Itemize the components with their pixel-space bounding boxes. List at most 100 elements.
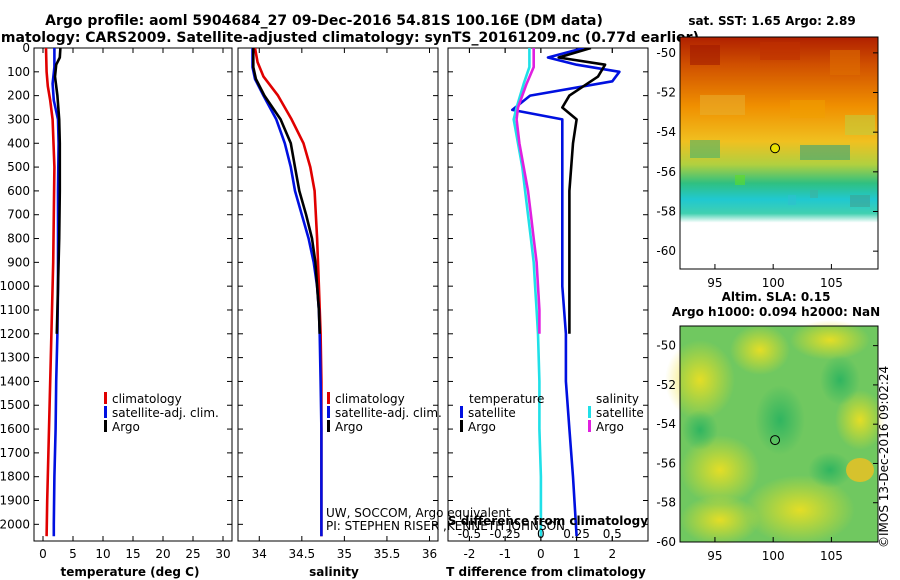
legend-temperature-heading: temperature [469,392,544,406]
map-lat-label: -60 [656,244,676,258]
salinity-legend: climatology satellite-adj. clim. Argo [327,392,442,434]
depth-tick-label: 1900 [0,494,30,508]
series-argo [252,48,321,334]
title-line-2: Climatology: CARS2009. Satellite-adjuste… [0,30,699,46]
pi-note-line-2: PI: STEPHEN RISER ,KENNETH JOHNSON [326,519,565,533]
x-tick-label: -1 [499,547,511,561]
difference-series [510,48,621,537]
depth-tick-label: 1100 [0,303,30,317]
legend-swatch-satellite [104,406,107,418]
salinity-x-axis: 34 34.5 35 35.5 36 [252,48,437,561]
legend-t-argo: Argo [468,420,496,434]
map-lat-label: -58 [656,496,676,510]
depth-tick-label: 200 [7,89,30,103]
map-lon-label: 100 [762,549,785,563]
depth-tick-label: 1600 [0,422,30,436]
legend-swatch-s-satellite [588,406,591,418]
depth-tick-label: 500 [7,160,30,174]
depth-tick-label: 300 [7,112,30,126]
series-temperature-argo [557,48,607,334]
map-lat-label: -60 [656,535,676,549]
x-tick-label: 0 [39,547,47,561]
depth-tick-label: 1000 [0,279,30,293]
map-lon-label: 95 [707,276,722,290]
difference-plot-frame [447,47,649,542]
temperature-axis-label: temperature (deg C) [61,565,200,579]
legend-s-argo: Argo [596,420,624,434]
depth-tick-label: 1400 [0,374,30,388]
depth-tick-label: 1800 [0,470,30,484]
map-lon-label: 95 [707,549,722,563]
depth-tick-label: 700 [7,208,30,222]
legend-climatology: climatology [335,392,405,406]
legend-argo: Argo [112,420,140,434]
legend-argo: Argo [335,420,363,434]
depth-tick-label: 1700 [0,446,30,460]
depth-tick-label: 1500 [0,398,30,412]
x-tick-label: 2 [608,547,616,561]
salinity-series [251,48,323,537]
salinity-plot-frame [237,47,439,542]
depth-tick-label: 600 [7,184,30,198]
sst-map-axes: 95 100 105 -50 -52 -54 -56 -58 -60 [656,46,878,290]
map-lon-label: 105 [820,276,843,290]
map-lat-label: -50 [656,46,676,60]
x-tick-label: 15 [125,547,140,561]
temperature-legend: climatology satellite-adj. clim. Argo [104,392,219,434]
sla-map: 95 100 105 -50 -52 -54 -56 -58 -60 [656,320,885,563]
depth-tick-label: 1200 [0,327,30,341]
temperature-plot-frame [33,47,233,542]
t-difference-axis-label: T difference from climatology [446,565,646,579]
x-tick-label: 20 [155,547,170,561]
depth-tick-label: 1300 [0,351,30,365]
sla-map-title-1: Altim. SLA: 0.15 [722,290,831,304]
x-tick-label: 5 [69,547,77,561]
sla-float-marker [770,435,781,446]
sst-map-title: sat. SST: 1.65 Argo: 2.89 [688,14,855,28]
series-temperature-satellite [510,48,621,537]
difference-legend-temperature: temperature satellite Argo [460,392,544,434]
map-lat-label: -52 [656,378,676,392]
salinity-axis-label: salinity [309,565,359,579]
x-tick-label: 0.5 [603,527,622,541]
x-tick-label: 10 [95,547,110,561]
map-lat-label: -58 [656,204,676,218]
legend-swatch-t-argo [460,420,463,432]
legend-t-satellite: satellite [468,406,516,420]
legend-swatch-climatology [327,392,330,404]
x-tick-label: -0.5 [458,527,481,541]
legend-swatch-satellite [327,406,330,418]
x-tick-label: 34.5 [288,547,315,561]
legend-s-satellite: satellite [596,406,644,420]
legend-satellite-adj: satellite-adj. clim. [335,406,442,420]
x-tick-label: -0.25 [490,527,521,541]
x-tick-label: 1 [573,547,581,561]
series-salinity-satellite [512,48,543,537]
map-lat-label: -56 [656,165,676,179]
sla-texture [665,320,885,545]
temperature-series [44,48,62,537]
sla-map-title-2: Argo h1000: 0.094 h2000: NaN [672,305,880,319]
difference-legend-salinity: salinity satellite Argo [588,392,644,434]
map-lat-label: -54 [656,417,676,431]
sst-texture [690,42,875,207]
sst-float-marker [770,143,781,154]
depth-tick-label: 2000 [0,517,30,531]
pi-note-line-1: UW, SOCCOM, Argo equivalent [326,506,511,520]
sst-map-frame [679,36,879,270]
sla-map-frame [679,325,879,543]
map-lat-label: -52 [656,86,676,100]
depth-tick-label: 900 [7,255,30,269]
legend-swatch-climatology [104,392,107,404]
temperature-x-axis: 0 5 10 15 20 25 30 [39,48,231,561]
s-difference-axis-label: S difference from climatology [448,514,648,528]
x-tick-label: 35.5 [374,547,401,561]
depth-tick-label: 400 [7,136,30,150]
depth-axis: 0 100 200 300 400 500 600 700 800 900 1000 1100 1200… [0,41,648,531]
legend-salinity-heading: salinity [596,392,639,406]
series-climatology [44,48,56,537]
depth-tick-label: 100 [7,65,30,79]
legend-satellite-adj: satellite-adj. clim. [112,406,219,420]
map-lat-label: -50 [656,339,676,353]
